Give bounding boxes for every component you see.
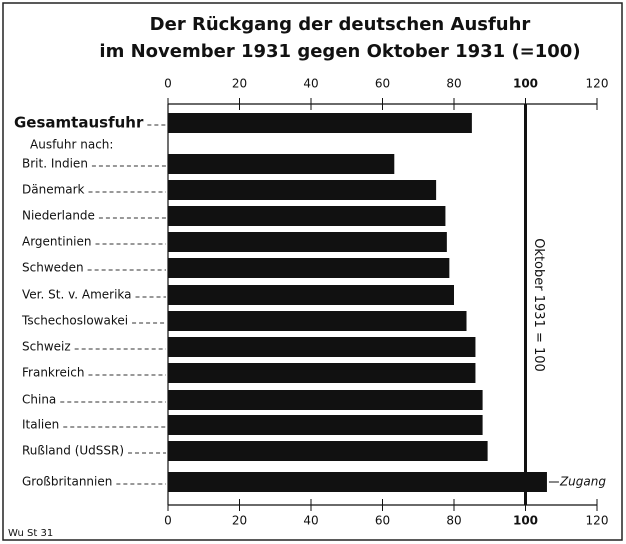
chart-title: im November 1931 gegen Oktober 1931 (=10… xyxy=(99,41,580,62)
source: Wu St 31 xyxy=(8,528,53,539)
y-tick-label: Ver. St. v. Amerika xyxy=(22,288,132,302)
x-tick-label: 20 xyxy=(232,514,247,528)
y-tick-label: Schweiz xyxy=(22,340,71,354)
x-tick-label: 20 xyxy=(232,77,247,91)
bar xyxy=(168,337,476,357)
y-tick-label: Großbritannien xyxy=(22,475,112,489)
x-tick-label: 60 xyxy=(375,77,390,91)
x-tick-label: 40 xyxy=(303,514,318,528)
y-tick-label: Frankreich xyxy=(22,366,84,380)
bar xyxy=(168,258,450,278)
bar xyxy=(168,206,446,226)
bar xyxy=(168,232,447,252)
y-tick-label: Tschechoslowakei xyxy=(21,314,128,328)
bar xyxy=(168,180,437,200)
bar xyxy=(168,311,467,331)
x-tick-label: 100 xyxy=(513,77,538,91)
bar xyxy=(168,472,547,492)
bar xyxy=(168,363,476,383)
bar xyxy=(168,441,488,461)
chart-title: Der Rückgang der deutschen Ausfuhr xyxy=(150,14,531,35)
x-tick-label: 0 xyxy=(164,77,172,91)
y-tick-label: Dänemark xyxy=(22,183,85,197)
bar xyxy=(168,285,454,305)
y-tick-label: Argentinien xyxy=(22,235,92,249)
x-tick-label: 0 xyxy=(164,514,172,528)
bar xyxy=(168,154,395,174)
y-tick-label: Rußland (UdSSR) xyxy=(22,444,124,458)
x-tick-label: 120 xyxy=(586,77,609,91)
reference-label: Oktober 1931 = 100 xyxy=(531,238,546,372)
bar xyxy=(168,415,483,435)
bar xyxy=(168,113,472,133)
y-tick-label: Italien xyxy=(22,418,59,432)
y-tick-label: China xyxy=(22,393,56,407)
y-tick-label: Gesamtausfuhr xyxy=(14,114,144,132)
x-tick-label: 60 xyxy=(375,514,390,528)
bar xyxy=(168,390,483,410)
annotation: Zugang xyxy=(559,475,606,489)
x-tick-label: 80 xyxy=(446,77,461,91)
x-tick-label: 120 xyxy=(586,514,609,528)
x-tick-label: 80 xyxy=(446,514,461,528)
y-tick-label: Brit. Indien xyxy=(22,157,88,171)
x-tick-label: 100 xyxy=(513,514,538,528)
y-tick-label: Schweden xyxy=(22,261,84,275)
y-tick-label: Niederlande xyxy=(22,209,95,223)
x-tick-label: 40 xyxy=(303,77,318,91)
subheading: Ausfuhr nach: xyxy=(30,138,113,152)
